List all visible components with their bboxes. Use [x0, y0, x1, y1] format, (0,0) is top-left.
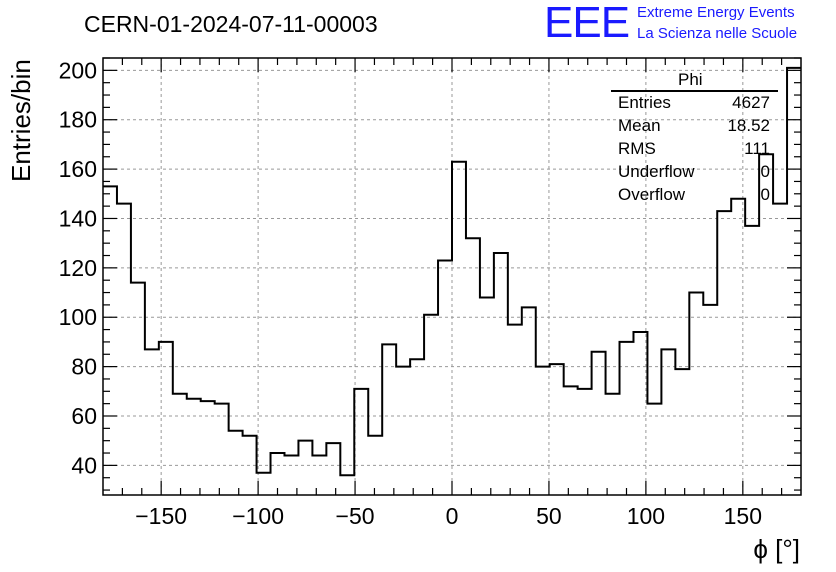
x-tick-label: −150	[135, 503, 187, 529]
x-axis-label: ϕ [°]	[753, 534, 800, 564]
y-tick-label: 160	[59, 156, 97, 182]
x-tick-label: 150	[724, 503, 762, 529]
x-tick-label: 100	[627, 503, 665, 529]
stats-row-value: 0	[760, 185, 770, 204]
x-tick-label: 50	[536, 503, 562, 529]
stats-row-label: Underflow	[618, 162, 695, 181]
stats-row-label: RMS	[618, 139, 656, 158]
tick-labels: −150 −100 −50 0 50 100 150 40 60 80 100 120 140 160 18…	[59, 57, 762, 529]
org-name-line2: La Scienza nelle Scuole	[637, 25, 798, 42]
stats-row-value: 0	[760, 162, 770, 181]
y-tick-label: 60	[71, 403, 97, 429]
stats-row-value: 111	[744, 139, 770, 158]
axis-ticks	[103, 57, 801, 495]
y-tick-label: 80	[71, 354, 97, 380]
chart-title: CERN-01-2024-07-11-00003	[84, 11, 378, 37]
y-tick-label: 40	[71, 452, 97, 478]
histogram-series-line	[103, 66, 801, 477]
y-axis-label: Entries/bin	[6, 59, 36, 182]
plot-frame	[102, 57, 802, 496]
x-tick-label: −50	[336, 503, 375, 529]
stats-row-label: Overflow	[618, 185, 686, 204]
grid-lines	[103, 58, 801, 495]
x-tick-label: 0	[446, 503, 459, 529]
stats-row-label: Mean	[618, 116, 661, 135]
org-name-line1: Extreme Energy Events	[637, 4, 795, 21]
stats-row-label: Entries	[618, 93, 671, 112]
x-tick-label: −100	[232, 503, 284, 529]
stats-row-value: 4627	[732, 93, 770, 112]
y-tick-label: 140	[59, 205, 97, 231]
y-tick-label: 180	[59, 107, 97, 133]
stats-row-value: 18.52	[727, 116, 770, 135]
y-tick-label: 200	[59, 57, 97, 83]
stats-title: Phi	[678, 70, 703, 89]
eee-logo: EEE	[544, 0, 630, 47]
y-tick-label: 100	[59, 304, 97, 330]
y-tick-label: 120	[59, 255, 97, 281]
